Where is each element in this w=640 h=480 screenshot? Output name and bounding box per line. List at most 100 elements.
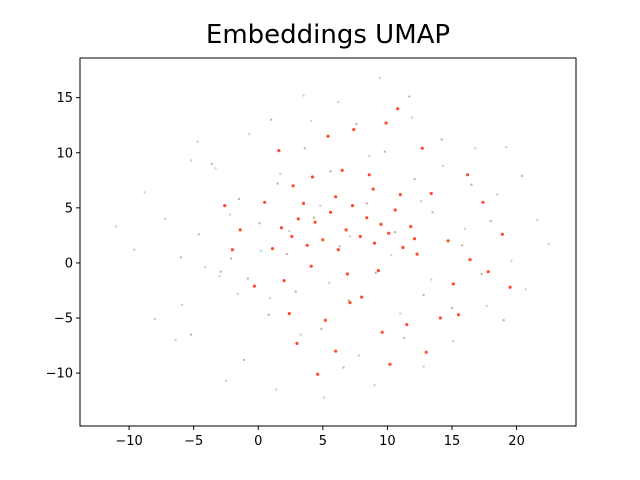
data-point <box>413 178 416 181</box>
data-point <box>259 249 262 252</box>
data-point <box>290 234 294 239</box>
data-point <box>302 94 305 97</box>
data-point <box>390 254 393 257</box>
data-point <box>326 134 330 138</box>
data-point <box>288 229 291 233</box>
data-point <box>338 245 341 248</box>
data-point <box>393 208 397 212</box>
data-point <box>355 122 358 126</box>
data-point <box>310 175 315 179</box>
data-point <box>441 164 445 168</box>
data-point <box>238 228 242 232</box>
data-point <box>277 149 281 153</box>
data-point <box>481 200 485 204</box>
data-point <box>450 306 454 310</box>
data-point <box>321 238 325 242</box>
data-point <box>279 172 282 175</box>
data-point <box>405 323 409 327</box>
data-point <box>303 147 306 150</box>
data-point <box>242 358 246 362</box>
data-point <box>410 116 414 119</box>
data-point <box>316 372 320 376</box>
data-point <box>358 234 362 239</box>
data-point <box>373 384 376 387</box>
data-point <box>279 226 284 230</box>
data-point <box>384 121 388 125</box>
y-tick-label: 5 <box>65 201 73 216</box>
data-point <box>230 248 234 252</box>
data-point <box>420 146 424 150</box>
y-tick-label: −5 <box>54 312 73 327</box>
data-point <box>258 222 261 225</box>
data-point <box>236 292 239 295</box>
data-point <box>329 170 332 173</box>
data-point <box>214 167 217 170</box>
data-point <box>164 217 167 221</box>
data-point <box>305 243 309 247</box>
data-point <box>276 182 279 185</box>
x-tick-label: 0 <box>254 434 262 449</box>
data-point <box>310 119 313 123</box>
data-point <box>309 264 313 268</box>
data-point <box>228 213 231 216</box>
ticks-layer: −10 −5 0 5 10 15 20 −10 −5 0 5 10 15 <box>46 91 525 449</box>
data-point <box>360 295 364 299</box>
data-point <box>399 312 402 315</box>
data-point <box>350 204 355 208</box>
data-point <box>387 231 391 235</box>
data-point <box>312 216 315 219</box>
data-point <box>372 241 377 245</box>
data-point <box>496 193 499 196</box>
data-point <box>419 200 423 203</box>
data-point <box>388 362 392 366</box>
data-point <box>378 76 381 80</box>
data-point <box>348 235 352 238</box>
data-point <box>287 312 291 316</box>
data-point <box>210 162 213 165</box>
data-point <box>248 132 251 136</box>
data-point <box>480 272 483 276</box>
data-point <box>180 303 184 306</box>
data-point <box>485 304 489 308</box>
x-tick-label: 20 <box>508 434 525 449</box>
data-point <box>486 270 490 274</box>
data-point <box>374 271 377 275</box>
data-point <box>218 275 221 278</box>
data-point <box>422 365 425 368</box>
data-point <box>197 233 200 236</box>
data-point <box>295 341 299 345</box>
data-point <box>263 200 267 204</box>
data-point <box>344 228 348 232</box>
data-point <box>431 211 434 214</box>
data-point <box>299 333 303 336</box>
data-point <box>237 197 241 201</box>
data-point <box>365 202 368 205</box>
data-point <box>252 284 256 288</box>
data-point <box>401 245 405 250</box>
data-point <box>275 388 278 391</box>
data-point <box>282 279 286 283</box>
data-point <box>320 327 323 331</box>
data-point <box>115 225 118 228</box>
data-point <box>342 366 345 369</box>
data-point <box>340 168 344 172</box>
data-point <box>337 100 340 104</box>
points-layer <box>115 76 551 399</box>
data-point <box>524 288 527 291</box>
data-point <box>452 340 455 343</box>
data-point <box>334 349 338 353</box>
data-point <box>223 204 227 208</box>
data-point <box>348 301 352 305</box>
data-point <box>438 316 442 320</box>
data-point <box>371 187 375 191</box>
data-point <box>153 317 157 321</box>
data-point <box>319 204 322 207</box>
data-point <box>334 195 338 199</box>
data-point <box>179 256 182 259</box>
data-point <box>352 128 356 132</box>
data-point <box>456 313 461 317</box>
x-tick-label: 10 <box>379 434 396 449</box>
data-point <box>301 201 306 205</box>
